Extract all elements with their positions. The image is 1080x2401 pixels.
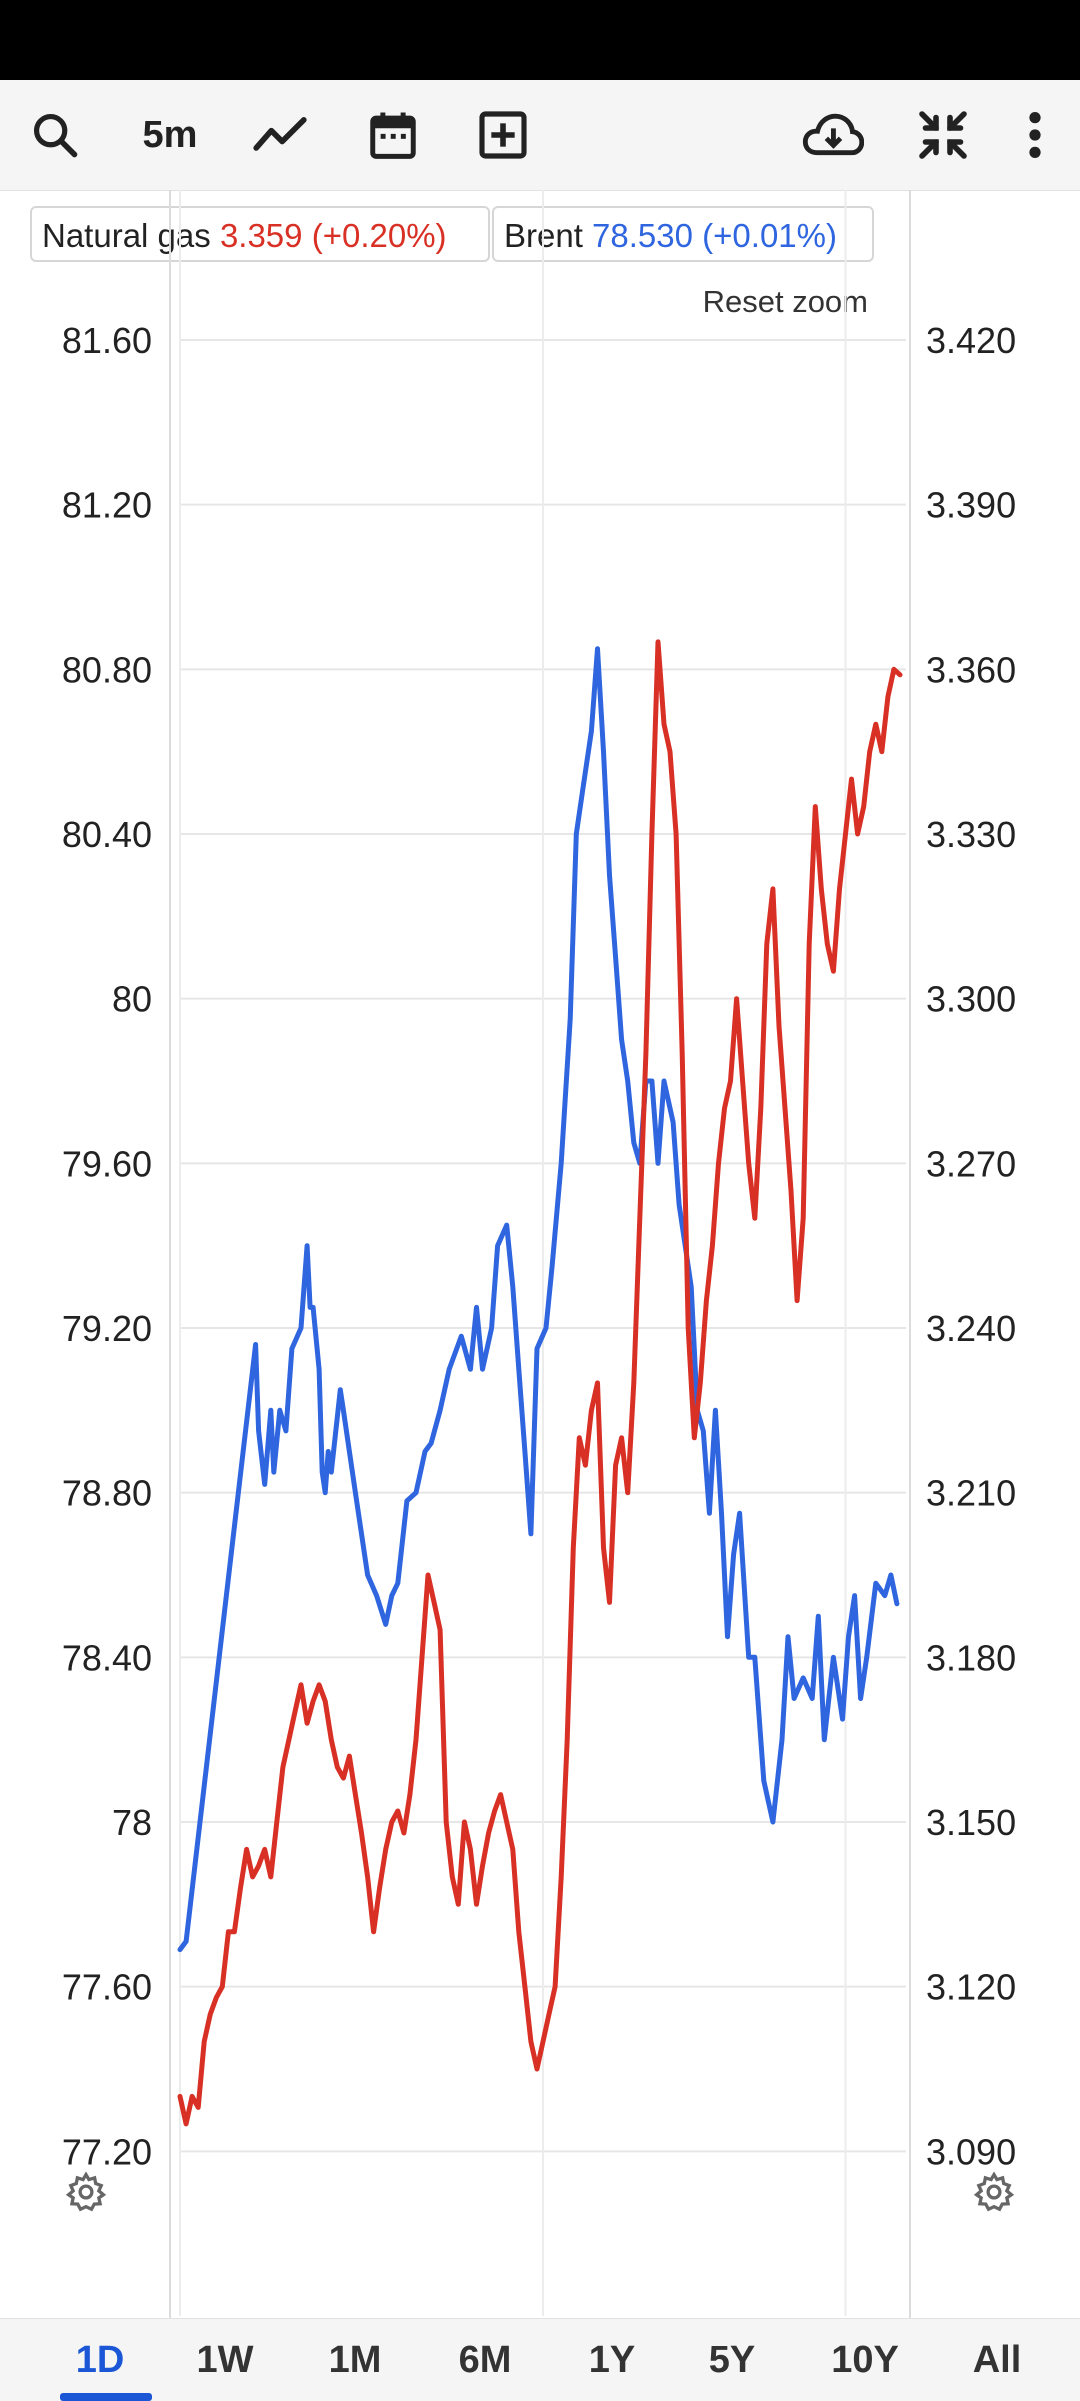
- legend-change: (+0.01%): [702, 217, 837, 254]
- series-line-brent: [177, 646, 900, 1953]
- interval-button[interactable]: 5m: [125, 80, 215, 190]
- right-axis-settings-icon[interactable]: [972, 2170, 1016, 2214]
- y-tick-left: 80.40: [62, 814, 152, 855]
- y-tick-right: 3.090: [926, 2131, 1016, 2172]
- range-tab-label: All: [972, 2339, 1022, 2381]
- legend-value: 78.530: [592, 217, 693, 254]
- y-tick-right: 3.150: [926, 1802, 1016, 1843]
- cloud-download-icon: [802, 113, 864, 156]
- y-tick-left: 80: [112, 979, 152, 1020]
- left-axis-settings-icon[interactable]: [64, 2170, 108, 2214]
- download-button[interactable]: [798, 80, 868, 190]
- y-tick-right: 3.390: [926, 485, 1016, 526]
- range-tab-1d[interactable]: 1D: [50, 2319, 150, 2401]
- search-button[interactable]: [20, 80, 90, 190]
- range-tab-1w[interactable]: 1W: [175, 2319, 275, 2401]
- line-chart-icon: [253, 117, 307, 151]
- range-tab-1y[interactable]: 1Y: [562, 2319, 662, 2401]
- range-tab-label: 5Y: [708, 2339, 756, 2381]
- y-tick-left: 79.20: [62, 1308, 152, 1349]
- toolbar: 5m: [0, 80, 1080, 191]
- interval-label: 5m: [142, 113, 198, 156]
- range-tab-label: 1W: [196, 2339, 254, 2381]
- y-tick-left: 81.60: [62, 320, 152, 361]
- y-tick-right: 3.360: [926, 649, 1016, 690]
- price-chart[interactable]: 81.60 3.420 81.20 3.390 80.80 3.360 80.40 3.330…: [0, 190, 1080, 2318]
- add-series-button[interactable]: [468, 80, 538, 190]
- legend-item-natural-gas[interactable]: Natural gas 3.359 (+0.20%): [30, 206, 490, 262]
- chart-type-button[interactable]: [245, 80, 315, 190]
- range-tab-label: 1M: [328, 2339, 382, 2381]
- y-tick-right: 3.120: [926, 1967, 1016, 2008]
- calendar-icon: [370, 112, 416, 159]
- range-tab-label: 6M: [458, 2339, 512, 2381]
- reset-zoom-button[interactable]: Reset zoom: [702, 284, 868, 319]
- y-tick-left: 78: [112, 1802, 152, 1843]
- y-tick-left: 79.60: [62, 1143, 152, 1184]
- range-tab-5y[interactable]: 5Y: [682, 2319, 782, 2401]
- collapse-icon: [919, 111, 967, 159]
- more-vert-icon: [1029, 112, 1041, 158]
- add-box-icon: [479, 111, 527, 159]
- exit-fullscreen-button[interactable]: [908, 80, 978, 190]
- y-tick-right: 3.300: [926, 979, 1016, 1020]
- status-bar: [0, 0, 1080, 80]
- legend-value: 3.359: [219, 217, 303, 254]
- series-line-natural-gas: [177, 639, 903, 2127]
- range-tab-label: 1Y: [588, 2339, 636, 2381]
- active-range-indicator: [60, 2393, 152, 2401]
- range-tab-10y[interactable]: 10Y: [815, 2319, 915, 2401]
- range-tab-6m[interactable]: 6M: [435, 2319, 535, 2401]
- search-icon: [33, 113, 78, 158]
- y-tick-right: 3.210: [926, 1473, 1016, 1514]
- range-selector: 1D 1W 1M 6M 1Y 5Y 10Y All: [0, 2318, 1080, 2401]
- range-tab-all[interactable]: All: [947, 2319, 1047, 2401]
- legend-name: Natural gas: [42, 217, 211, 254]
- more-options-button[interactable]: [1010, 80, 1060, 190]
- y-tick-left: 80.80: [62, 649, 152, 690]
- y-tick-left: 77.60: [62, 1967, 152, 2008]
- range-tab-label: 10Y: [831, 2339, 899, 2381]
- y-tick-right: 3.270: [926, 1143, 1016, 1184]
- y-tick-right: 3.180: [926, 1637, 1016, 1678]
- legend-item-brent[interactable]: Brent 78.530 (+0.01%): [492, 206, 874, 262]
- y-tick-left: 78.80: [62, 1473, 152, 1514]
- y-tick-left: 78.40: [62, 1637, 152, 1678]
- legend-change: (+0.20%): [311, 217, 447, 254]
- y-tick-right: 3.330: [926, 814, 1016, 855]
- range-tab-1m[interactable]: 1M: [305, 2319, 405, 2401]
- range-tab-label: 1D: [75, 2339, 125, 2381]
- y-tick-right: 3.420: [926, 320, 1016, 361]
- y-tick-left: 81.20: [62, 485, 152, 526]
- y-tick-left: 77.20: [62, 2131, 152, 2172]
- calendar-button[interactable]: [358, 80, 428, 190]
- y-tick-right: 3.240: [926, 1308, 1016, 1349]
